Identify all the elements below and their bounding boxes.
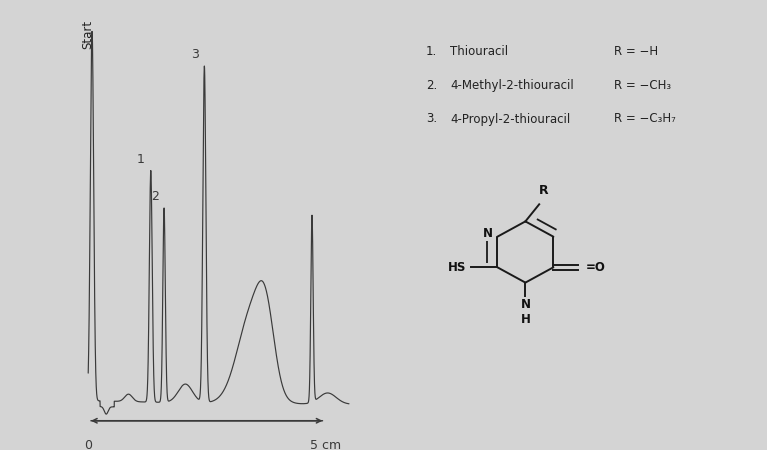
Text: 3.: 3. (426, 112, 437, 126)
Text: R: R (539, 184, 548, 197)
Text: HS: HS (449, 261, 466, 274)
Text: R = −H: R = −H (614, 45, 658, 58)
Text: 1.: 1. (426, 45, 437, 58)
Text: 5 cm: 5 cm (310, 439, 341, 450)
Text: 2.: 2. (426, 79, 437, 92)
Text: Thiouracil: Thiouracil (450, 45, 509, 58)
Text: =O: =O (586, 261, 605, 274)
Text: 0: 0 (84, 439, 92, 450)
Text: H: H (521, 313, 530, 326)
Text: 4-Methyl-2-thiouracil: 4-Methyl-2-thiouracil (450, 79, 574, 92)
Text: 2: 2 (152, 190, 160, 203)
Text: 3: 3 (191, 49, 199, 61)
Text: 4-Propyl-2-thiouracil: 4-Propyl-2-thiouracil (450, 112, 571, 126)
Text: R = −CH₃: R = −CH₃ (614, 79, 670, 92)
Text: N: N (520, 298, 531, 310)
Text: Start: Start (81, 20, 94, 50)
Text: 1: 1 (137, 153, 145, 166)
Text: N: N (482, 227, 492, 239)
Text: R = −C₃H₇: R = −C₃H₇ (614, 112, 676, 126)
